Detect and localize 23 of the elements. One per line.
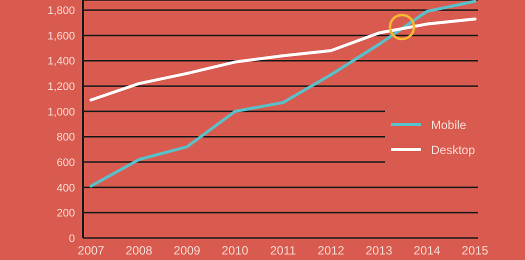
legend-label: Desktop: [431, 142, 476, 156]
y-tick-label: 1,200: [47, 80, 75, 93]
y-tick-label: 200: [56, 208, 75, 220]
y-tick-label: 600: [56, 156, 75, 169]
x-tick-label: 2008: [126, 244, 153, 258]
x-tick-label: 2011: [270, 244, 296, 258]
y-tick-label: 0: [68, 232, 75, 245]
y-tick-label: 800: [56, 132, 75, 144]
legend-label: Mobile: [431, 118, 466, 132]
x-tick-label: 2007: [78, 244, 105, 258]
x-tick-label: 2015: [462, 244, 489, 258]
line-series: [90, 0, 476, 188]
y-tick-label: 1,600: [47, 30, 75, 42]
x-tick-label: 2012: [318, 244, 345, 258]
y-tick-label: 1,000: [47, 106, 75, 118]
x-tick-label: 2013: [366, 244, 393, 258]
y-tick-label: 1,800: [47, 5, 75, 18]
y-tick-label: 1,400: [47, 56, 75, 68]
x-tick-label: 2009: [174, 244, 201, 258]
x-tick-label: 2010: [222, 244, 249, 258]
x-tick-label: 2014: [414, 244, 441, 258]
line-series: [90, 17, 476, 102]
y-tick-label: 400: [56, 182, 75, 194]
